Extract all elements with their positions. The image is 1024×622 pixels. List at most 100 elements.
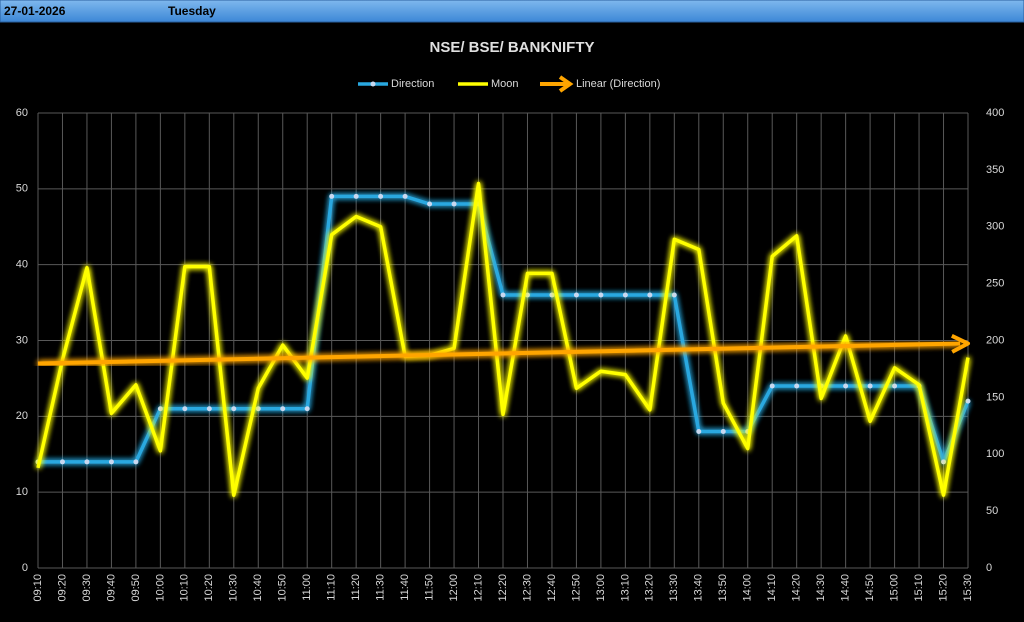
marker <box>549 292 555 298</box>
x-tick-label: 10:30 <box>228 574 240 602</box>
marker <box>696 429 702 434</box>
x-tick-label: 13:40 <box>693 574 705 602</box>
marker <box>84 459 90 465</box>
x-tick-label: 14:10 <box>766 574 778 602</box>
marker <box>402 193 408 199</box>
x-tick-label: 15:30 <box>962 574 974 602</box>
y-tick-label: 10 <box>16 486 28 498</box>
marker <box>329 193 335 199</box>
marker <box>671 292 677 298</box>
marker <box>157 406 163 412</box>
x-tick-label: 11:40 <box>399 574 411 601</box>
header-bar <box>0 0 1024 23</box>
legend-arrow <box>558 75 574 93</box>
y2-tick-label: 350 <box>986 164 1004 176</box>
marker <box>255 406 261 412</box>
x-tick-label: 14:00 <box>742 574 754 602</box>
legend-marker <box>370 81 376 87</box>
x-tick-label: 10:50 <box>277 574 289 602</box>
y-tick-label: 60 <box>16 107 28 119</box>
x-tick-label: 11:50 <box>423 574 435 601</box>
x-tick-label: 09:10 <box>32 574 44 602</box>
marker <box>794 383 800 389</box>
marker <box>353 193 359 199</box>
x-tick-label: 11:00 <box>301 574 313 601</box>
marker <box>500 292 506 298</box>
x-tick-label: 09:20 <box>56 574 68 602</box>
marker <box>378 193 384 199</box>
marker <box>182 406 188 412</box>
marker <box>451 201 457 207</box>
marker <box>867 383 873 389</box>
x-tick-label: 14:50 <box>864 574 876 602</box>
x-tick-label: 12:30 <box>521 574 533 602</box>
x-tick-label: 12:10 <box>472 574 484 602</box>
y2-tick-label: 50 <box>986 505 998 517</box>
marker <box>59 459 65 465</box>
x-tick-label: 13:30 <box>668 574 680 602</box>
x-tick-label: 11:30 <box>375 574 387 601</box>
marker <box>769 383 775 389</box>
x-tick-label: 15:20 <box>937 574 949 602</box>
marker <box>647 292 653 298</box>
legend-label: Linear (Direction) <box>576 78 660 90</box>
x-tick-label: 11:20 <box>350 574 362 601</box>
marker <box>427 201 433 207</box>
y2-tick-label: 100 <box>986 448 1004 460</box>
x-tick-label: 13:20 <box>644 574 656 602</box>
x-tick-label: 10:20 <box>203 574 215 602</box>
x-tick-label: 13:50 <box>717 574 729 602</box>
x-tick-label: 11:10 <box>326 574 338 601</box>
marker <box>108 459 114 465</box>
marker <box>941 459 947 465</box>
marker <box>892 383 898 389</box>
y-tick-label: 50 <box>16 183 28 195</box>
x-tick-label: 12:00 <box>448 574 460 602</box>
y-tick-label: 30 <box>16 334 28 346</box>
day: Tuesday <box>168 4 216 18</box>
y2-tick-label: 200 <box>986 334 1004 346</box>
x-tick-label: 09:30 <box>81 574 93 602</box>
series-line <box>36 181 970 497</box>
x-tick-label: 14:40 <box>840 574 852 602</box>
marker <box>622 292 628 298</box>
x-tick-label: 09:50 <box>130 574 142 602</box>
y2-tick-label: 400 <box>986 107 1004 119</box>
y2-tick-label: 150 <box>986 391 1004 403</box>
x-tick-label: 12:40 <box>546 574 558 602</box>
trendline-arrow <box>950 334 970 354</box>
marker <box>524 292 530 298</box>
y2-tick-label: 300 <box>986 221 1004 233</box>
marker <box>965 398 971 404</box>
legend-label: Direction <box>391 78 434 90</box>
y-tick-label: 40 <box>16 259 28 271</box>
x-tick-label: 12:50 <box>570 574 582 602</box>
x-tick-label: 15:10 <box>913 574 925 602</box>
x-tick-label: 10:00 <box>154 574 166 602</box>
marker <box>304 406 310 412</box>
legend: Direction Moon Linear (Direction) <box>358 75 660 93</box>
date: 27-01-2026 <box>4 4 66 18</box>
trendline <box>37 341 961 366</box>
legend-label: Moon <box>491 78 519 90</box>
y-tick-label: 0 <box>22 562 28 574</box>
marker <box>280 406 286 412</box>
y2-tick-label: 250 <box>986 278 1004 290</box>
x-tick-label: 13:00 <box>595 574 607 602</box>
x-tick-label: 14:30 <box>815 574 827 602</box>
marker <box>598 292 604 298</box>
x-tick-label: 15:00 <box>888 574 900 602</box>
x-tick-label: 09:40 <box>105 574 117 602</box>
marker <box>206 406 212 412</box>
x-tick-label: 12:20 <box>497 574 509 602</box>
chart-title: NSE/ BSE/ BANKNIFTY <box>429 39 594 56</box>
y-tick-label: 20 <box>16 410 28 422</box>
x-tick-label: 10:10 <box>179 574 191 602</box>
marker <box>720 429 726 434</box>
marker <box>231 406 237 412</box>
marker <box>843 383 849 389</box>
x-tick-label: 10:40 <box>252 574 264 602</box>
x-tick-label: 13:10 <box>619 574 631 602</box>
